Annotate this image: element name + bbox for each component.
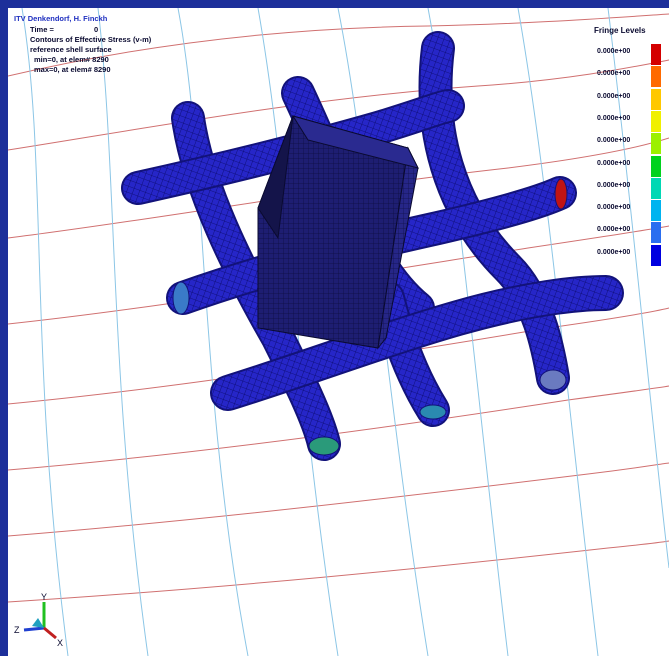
axis-triad: Y Z X xyxy=(14,592,63,648)
fringe-level-swatch xyxy=(651,177,661,199)
x-axis-label: X xyxy=(57,638,63,648)
fringe-level-value: 0.000e+00 xyxy=(597,204,631,212)
central-block[interactable] xyxy=(257,115,419,350)
time-label: Time = xyxy=(30,25,54,34)
y-axis-label: Y xyxy=(41,592,47,602)
fringe-level-value: 0.000e+00 xyxy=(597,70,631,78)
z-axis-label: Z xyxy=(14,625,20,635)
fringe-level-value: 0.000e+00 xyxy=(597,248,631,256)
contour-label: Contours of Effective Stress (v-m) xyxy=(30,35,152,44)
surface-label: reference shell surface xyxy=(30,45,112,54)
z-axis-line xyxy=(23,626,45,632)
tube-end-caps xyxy=(172,178,568,456)
model-viewport[interactable]: ITV Denkendorf, H. Finckh Time = 0 Conto… xyxy=(8,8,669,656)
min-label: min=0, at elem# 8290 xyxy=(34,55,109,64)
model-author-title: ITV Denkendorf, H. Finckh xyxy=(14,14,108,23)
fringe-level-swatch xyxy=(651,155,661,177)
fringe-level-value: 0.000e+00 xyxy=(597,92,631,100)
fringe-level-swatch xyxy=(651,88,661,110)
fringe-level-swatch xyxy=(651,133,661,155)
fringe-level-swatch xyxy=(651,110,661,132)
fringe-level-swatch xyxy=(651,44,661,65)
fringe-level-value: 0.000e+00 xyxy=(597,226,631,234)
fringe-level-value: 0.000e+00 xyxy=(597,159,631,167)
fringe-level-value: 0.000e+00 xyxy=(597,181,631,189)
triad-center xyxy=(32,618,44,628)
fringe-level-value: 0.000e+00 xyxy=(597,114,631,122)
fringe-level-value: 0.000e+00 xyxy=(597,137,631,145)
fringe-level-swatch xyxy=(651,244,661,266)
fringe-level-swatch xyxy=(651,200,661,222)
max-label: max=0, at elem# 8290 xyxy=(34,65,111,74)
fringe-levels-title: Fringe Levels xyxy=(594,26,646,35)
fringe-level-swatch xyxy=(651,222,661,244)
time-value: 0 xyxy=(94,25,99,34)
fringe-level-value: 0.000e+00 xyxy=(597,48,631,55)
x-axis-line xyxy=(43,626,57,640)
fringe-level-swatch xyxy=(651,66,661,88)
model-scene[interactable] xyxy=(8,8,669,656)
